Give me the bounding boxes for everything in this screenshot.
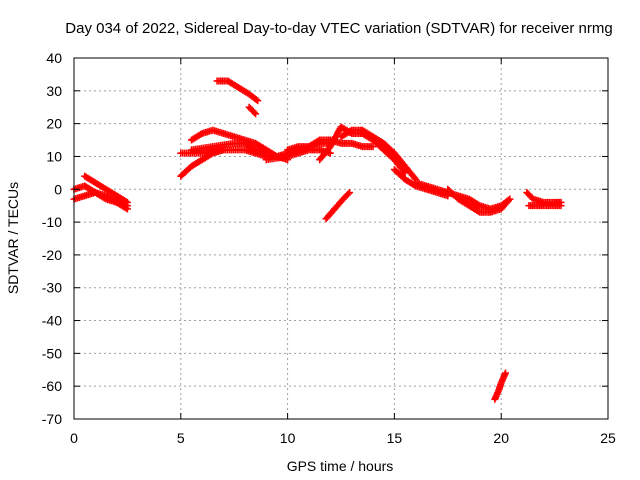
y-tick-label: 30 [46, 83, 62, 99]
data-point [346, 189, 354, 197]
series-track-07 [187, 139, 270, 157]
data-point [474, 207, 482, 215]
series-track-03 [81, 172, 131, 206]
data-point [123, 198, 131, 206]
y-tick-label: -10 [42, 214, 62, 230]
data-point [250, 108, 258, 116]
data-point [474, 201, 482, 209]
plot-frame [73, 57, 609, 420]
data-point [314, 137, 322, 145]
data-point [557, 202, 565, 210]
data-point [122, 204, 130, 212]
series-track-09 [245, 103, 260, 118]
x-tick-label: 15 [387, 430, 403, 446]
y-tick-label: 20 [46, 116, 62, 132]
axes: 0 5 10 15 20 25 -70 -60 -50 -40 -30 -20 -10 0 10 20 30 40 [42, 50, 616, 446]
series-track-02 [70, 182, 131, 213]
data-point [344, 190, 352, 198]
data-point [501, 369, 509, 377]
y-axis-label: SDTVAR / TECUs [5, 182, 21, 294]
chart-title: Day 034 of 2022, Sidereal Day-to-day VTE… [65, 20, 612, 37]
data-point [123, 205, 131, 213]
x-tick-label: 25 [600, 430, 616, 446]
data-series [70, 77, 565, 403]
data-point [252, 110, 260, 118]
x-tick-label: 0 [70, 430, 78, 446]
series-track-18 [444, 185, 514, 216]
x-tick-label: 20 [493, 430, 509, 446]
series-track-19 [491, 369, 509, 403]
data-point [122, 197, 130, 205]
y-tick-label: -70 [42, 411, 62, 427]
y-tick-label: -20 [42, 247, 62, 263]
data-point [90, 188, 98, 196]
y-tick-label: -40 [42, 313, 62, 329]
x-tick-label: 10 [280, 430, 296, 446]
data-point [250, 145, 258, 153]
y-tick-label: 0 [54, 181, 62, 197]
grid-lines [74, 58, 608, 419]
y-tick-label: 10 [46, 148, 62, 164]
y-tick-label: 40 [46, 50, 62, 66]
x-axis-label: GPS time / hours [287, 458, 394, 474]
y-tick-label: -60 [42, 378, 62, 394]
series-track-12 [284, 136, 377, 154]
data-point [505, 197, 513, 205]
y-tick-label: -30 [42, 280, 62, 296]
data-point [252, 96, 260, 104]
data-point [369, 143, 377, 151]
series-track-15 [322, 189, 354, 223]
data-point [197, 130, 205, 138]
data-point [254, 97, 262, 105]
data-point [411, 174, 419, 182]
series-track-21 [525, 202, 565, 210]
data-point [506, 195, 514, 203]
x-tick-label: 5 [177, 430, 185, 446]
series-track-08 [213, 77, 262, 105]
y-tick-label: -50 [42, 345, 62, 361]
data-point [346, 127, 354, 135]
series-track-14 [337, 126, 420, 183]
series-track-17 [412, 179, 514, 213]
